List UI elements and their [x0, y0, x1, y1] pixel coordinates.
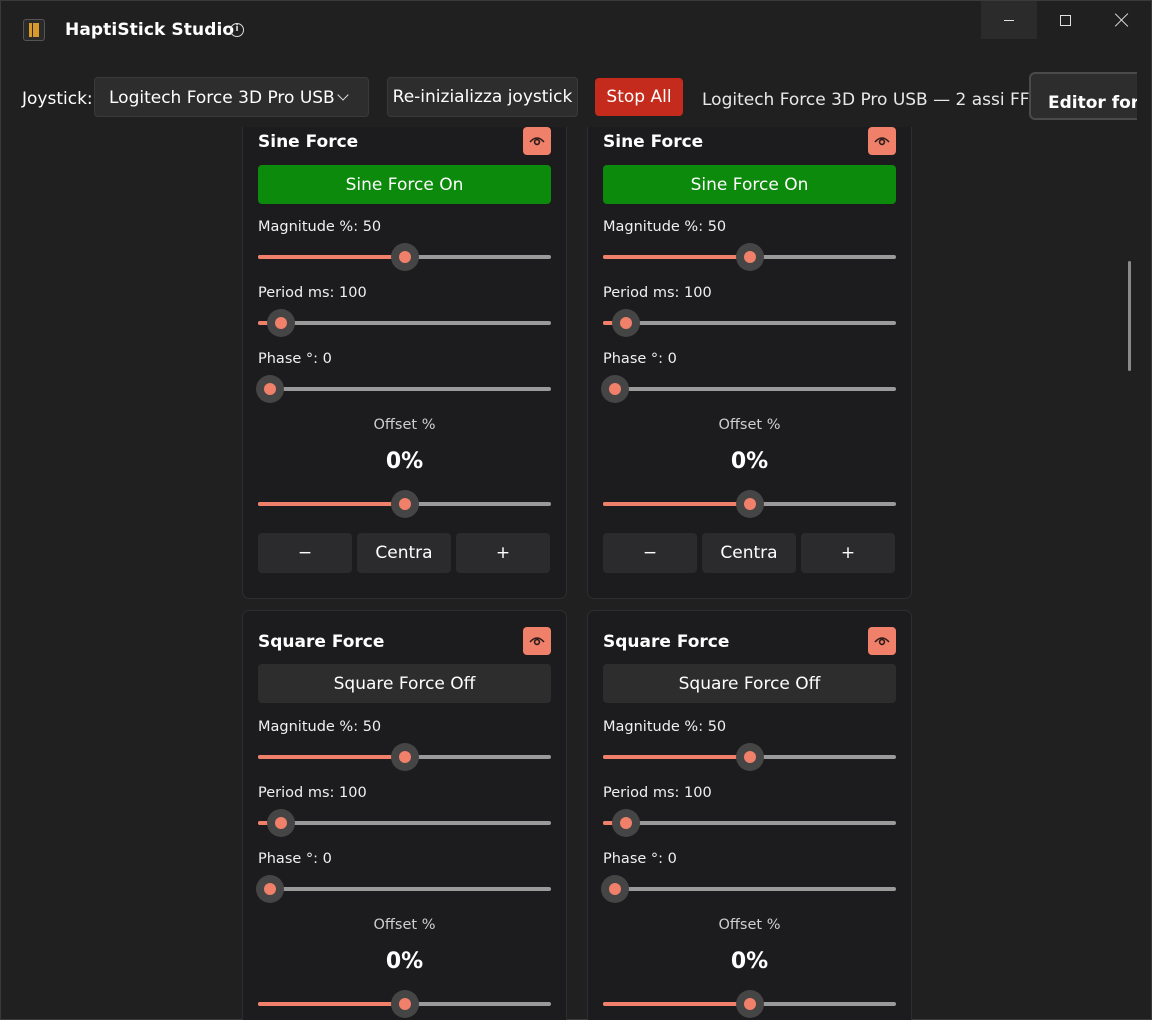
effects-panel: Sine Force Sine Force On Magnitude %: 50… — [1, 127, 1137, 1020]
period-slider[interactable] — [603, 808, 896, 838]
offset-label: Offset % — [718, 917, 781, 933]
period-label: Period ms: 100 — [603, 285, 712, 301]
phase-slider[interactable] — [255, 874, 551, 904]
card-title: Sine Force — [603, 132, 704, 152]
offset-increase-button[interactable]: + — [456, 533, 550, 573]
period-label: Period ms: 100 — [258, 285, 367, 301]
slider-thumb[interactable] — [390, 490, 419, 518]
phase-label: Phase °: 0 — [258, 351, 332, 367]
maximize-button[interactable] — [1037, 1, 1093, 39]
close-button[interactable] — [1093, 1, 1149, 39]
joystick-select-value: Logitech Force 3D Pro USB — [109, 88, 335, 108]
offset-value: 0% — [385, 449, 424, 474]
preview-toggle-button[interactable] — [868, 127, 896, 155]
eye-icon — [874, 637, 890, 646]
effect-toggle-button[interactable]: Square Force Off — [258, 664, 551, 703]
slider-thumb[interactable] — [255, 375, 284, 403]
info-icon[interactable]: i — [230, 23, 244, 37]
period-slider[interactable] — [258, 308, 551, 338]
maximize-icon — [1059, 14, 1071, 26]
magnitude-label: Magnitude %: 50 — [603, 719, 727, 735]
effect-card-sine: Sine Force Sine Force On Magnitude %: 50… — [587, 127, 912, 599]
slider-thumb[interactable] — [267, 809, 296, 837]
magnitude-slider[interactable] — [258, 742, 551, 772]
preview-toggle-button[interactable] — [523, 627, 551, 655]
offset-slider[interactable] — [603, 989, 896, 1019]
slider-thumb[interactable] — [600, 875, 629, 903]
slider-thumb[interactable] — [390, 990, 419, 1018]
toolbar: Joystick: Logitech Force 3D Pro USB Re-i… — [1, 59, 1137, 127]
effect-card-square: Square Force Square Force Off Magnitude … — [242, 610, 567, 1020]
editor-button[interactable]: Editor form — [1029, 72, 1137, 120]
phase-slider[interactable] — [600, 874, 896, 904]
app-title: HaptiStick Studio — [65, 20, 235, 40]
period-label: Period ms: 100 — [603, 785, 712, 801]
effect-toggle-button[interactable]: Sine Force On — [603, 165, 896, 204]
card-title: Square Force — [603, 632, 730, 652]
slider-thumb[interactable] — [735, 490, 764, 518]
period-slider[interactable] — [603, 308, 896, 338]
offset-label: Offset % — [373, 917, 436, 933]
phase-label: Phase °: 0 — [603, 351, 677, 367]
offset-center-button[interactable]: Centra — [357, 533, 451, 573]
eye-icon — [529, 137, 545, 146]
card-title: Square Force — [258, 632, 385, 652]
offset-center-button[interactable]: Centra — [702, 533, 796, 573]
effect-card-sine: Sine Force Sine Force On Magnitude %: 50… — [242, 127, 567, 599]
phase-slider[interactable] — [600, 374, 896, 404]
offset-increase-button[interactable]: + — [801, 533, 895, 573]
offset-slider[interactable] — [603, 489, 896, 519]
magnitude-slider[interactable] — [603, 742, 896, 772]
phase-label: Phase °: 0 — [603, 851, 677, 867]
offset-label: Offset % — [718, 417, 781, 433]
offset-value: 0% — [730, 949, 769, 974]
effect-toggle-button[interactable]: Square Force Off — [603, 664, 896, 703]
phase-label: Phase °: 0 — [258, 851, 332, 867]
slider-thumb[interactable] — [390, 243, 419, 271]
card-title: Sine Force — [258, 132, 359, 152]
effect-toggle-button[interactable]: Sine Force On — [258, 165, 551, 204]
slider-thumb[interactable] — [255, 875, 284, 903]
minimize-button[interactable] — [981, 1, 1037, 39]
slider-thumb[interactable] — [735, 743, 764, 771]
offset-decrease-button[interactable]: − — [603, 533, 697, 573]
title-bar: HaptiStick Studio i — [1, 1, 1151, 59]
magnitude-label: Magnitude %: 50 — [258, 719, 382, 735]
slider-thumb[interactable] — [390, 743, 419, 771]
magnitude-label: Magnitude %: 50 — [258, 219, 382, 235]
eye-icon — [529, 637, 545, 646]
offset-value: 0% — [730, 449, 769, 474]
magnitude-label: Magnitude %: 50 — [603, 219, 727, 235]
scrollbar-thumb[interactable] — [1128, 261, 1131, 371]
reinit-joystick-button[interactable]: Re-inizializza joystick — [387, 77, 578, 117]
slider-thumb[interactable] — [267, 309, 296, 337]
effect-card-square: Square Force Square Force Off Magnitude … — [587, 610, 912, 1020]
app-logo-icon — [23, 19, 45, 41]
minimize-icon — [1004, 19, 1014, 21]
offset-decrease-button[interactable]: − — [258, 533, 352, 573]
offset-value: 0% — [385, 949, 424, 974]
preview-toggle-button[interactable] — [523, 127, 551, 155]
stop-all-button[interactable]: Stop All — [595, 78, 683, 116]
slider-thumb[interactable] — [612, 309, 641, 337]
offset-slider[interactable] — [258, 989, 551, 1019]
offset-slider[interactable] — [258, 489, 551, 519]
joystick-select[interactable]: Logitech Force 3D Pro USB — [94, 77, 369, 117]
eye-icon — [874, 137, 890, 146]
close-icon — [1114, 13, 1128, 27]
magnitude-slider[interactable] — [603, 242, 896, 272]
period-label: Period ms: 100 — [258, 785, 367, 801]
device-status-text: Logitech Force 3D Pro USB — 2 assi FFB — [702, 90, 1042, 110]
slider-thumb[interactable] — [735, 243, 764, 271]
slider-thumb[interactable] — [735, 990, 764, 1018]
period-slider[interactable] — [258, 808, 551, 838]
chevron-down-icon — [337, 89, 349, 101]
joystick-label: Joystick: — [22, 89, 93, 109]
slider-thumb[interactable] — [612, 809, 641, 837]
magnitude-slider[interactable] — [258, 242, 551, 272]
phase-slider[interactable] — [255, 374, 551, 404]
slider-thumb[interactable] — [600, 375, 629, 403]
offset-label: Offset % — [373, 417, 436, 433]
preview-toggle-button[interactable] — [868, 627, 896, 655]
